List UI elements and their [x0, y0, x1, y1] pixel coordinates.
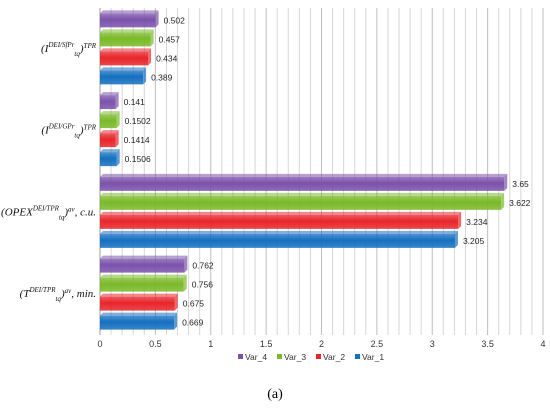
bar-side-face	[174, 293, 178, 311]
bar-var-1	[100, 70, 144, 85]
x-tick-label: 2	[319, 339, 324, 349]
bar-top-face	[100, 255, 188, 259]
legend-label: Var_2	[323, 352, 345, 362]
figure-caption: (a)	[267, 387, 283, 402]
bar-side-face	[458, 211, 462, 229]
bar-var-2	[100, 214, 459, 229]
data-label: 0.141	[124, 97, 146, 107]
bar-var-2	[100, 133, 116, 148]
bar-var-4	[100, 13, 156, 28]
bar-side-face	[150, 29, 154, 47]
bar-var-1	[100, 233, 455, 248]
category-label: (IDEI/SfPrtq)TPR	[41, 41, 97, 58]
bar-top-face	[100, 293, 178, 297]
bar-side-face	[115, 130, 119, 148]
data-label: 3.205	[463, 236, 485, 246]
data-labels: 0.502 0.457 0.434 0.389 0.141 0.1502 0.1414 0.1…	[124, 15, 531, 327]
x-tick-label: 0	[97, 339, 102, 349]
x-tick-label: 3	[430, 339, 435, 349]
bar-side-face	[148, 48, 152, 66]
data-label: 0.1506	[125, 154, 151, 164]
data-label: 0.457	[159, 34, 181, 44]
bar-top-face	[100, 67, 147, 71]
bar-var-1	[100, 315, 175, 330]
bar-top-face	[100, 173, 508, 177]
bar-top-face	[100, 92, 119, 96]
bars	[100, 10, 508, 330]
legend-swatch	[238, 354, 243, 359]
legend-label: Var_3	[284, 352, 306, 362]
bar-top-face	[100, 312, 178, 316]
data-label: 0.502	[164, 15, 186, 25]
legend-label: Var_1	[362, 352, 384, 362]
category-label: (IDEI/GPrtq)TPR	[41, 123, 96, 140]
bar-top-face	[100, 10, 159, 14]
bar-var-3	[100, 195, 502, 210]
bar-side-face	[115, 92, 119, 110]
bar-side-face	[116, 111, 120, 129]
category-label: (OPEXDEI/TPRtq)av, c.u.	[1, 204, 96, 221]
bar-top-face	[100, 111, 120, 115]
data-label: 0.756	[192, 280, 214, 290]
bar-side-face	[504, 173, 508, 191]
data-label: 0.434	[156, 53, 178, 63]
bar-var-4	[100, 258, 185, 273]
legend-label: Var_4	[245, 352, 267, 362]
data-label: 0.1414	[124, 135, 150, 145]
bar-top-face	[100, 29, 154, 33]
data-label: 3.622	[509, 198, 531, 208]
bar-var-1	[100, 152, 117, 167]
x-tick-label: 3.5	[481, 339, 494, 349]
bar-side-face	[116, 149, 120, 167]
legend: Var_4 Var_3 Var_2 Var_1	[238, 352, 384, 362]
x-axis-ticks: 0 0.5 1 1.5 2 2.5 3 3.5 4	[97, 339, 545, 349]
bar-var-3	[100, 114, 117, 129]
data-label: 0.669	[182, 318, 204, 328]
bar-var-2	[100, 51, 149, 66]
bar-top-face	[100, 192, 505, 196]
x-tick-label: 1	[208, 339, 213, 349]
bar-top-face	[100, 230, 458, 234]
bar-top-face	[100, 48, 152, 52]
data-label: 3.234	[466, 217, 488, 227]
bar-top-face	[100, 130, 119, 134]
grid-lines	[99, 8, 544, 335]
x-tick-label: 0.5	[149, 339, 162, 349]
data-label: 0.762	[192, 261, 214, 271]
bar-side-face	[155, 10, 159, 28]
bar-var-3	[100, 32, 151, 47]
bar-var-4	[100, 95, 116, 110]
bar-side-face	[183, 274, 187, 292]
bar-var-4	[100, 176, 505, 191]
data-label: 0.1502	[125, 116, 151, 126]
bar-side-face	[454, 230, 458, 248]
bar-side-face	[174, 312, 178, 330]
bar-top-face	[100, 211, 462, 215]
legend-swatch	[277, 354, 282, 359]
bar-var-3	[100, 277, 184, 292]
bar-top-face	[100, 149, 120, 153]
x-tick-label: 1.5	[260, 339, 273, 349]
category-label: (TDEI/TPRtq)av, min.	[20, 286, 96, 303]
bar-var-2	[100, 296, 175, 311]
legend-swatch	[316, 354, 321, 359]
bar-top-face	[100, 274, 187, 278]
x-tick-label: 2.5	[371, 339, 384, 349]
bar-side-face	[501, 192, 505, 210]
bar-side-face	[143, 67, 147, 85]
bar-side-face	[184, 255, 188, 273]
data-label: 3.65	[512, 179, 529, 189]
data-label: 0.389	[151, 72, 173, 82]
data-label: 0.675	[183, 299, 205, 309]
x-tick-label: 4	[540, 339, 545, 349]
legend-swatch	[355, 354, 360, 359]
category-labels: (IDEI/SfPrtq)TPR (IDEI/GPrtq)TPR (OPEXDEI/…	[1, 41, 97, 303]
